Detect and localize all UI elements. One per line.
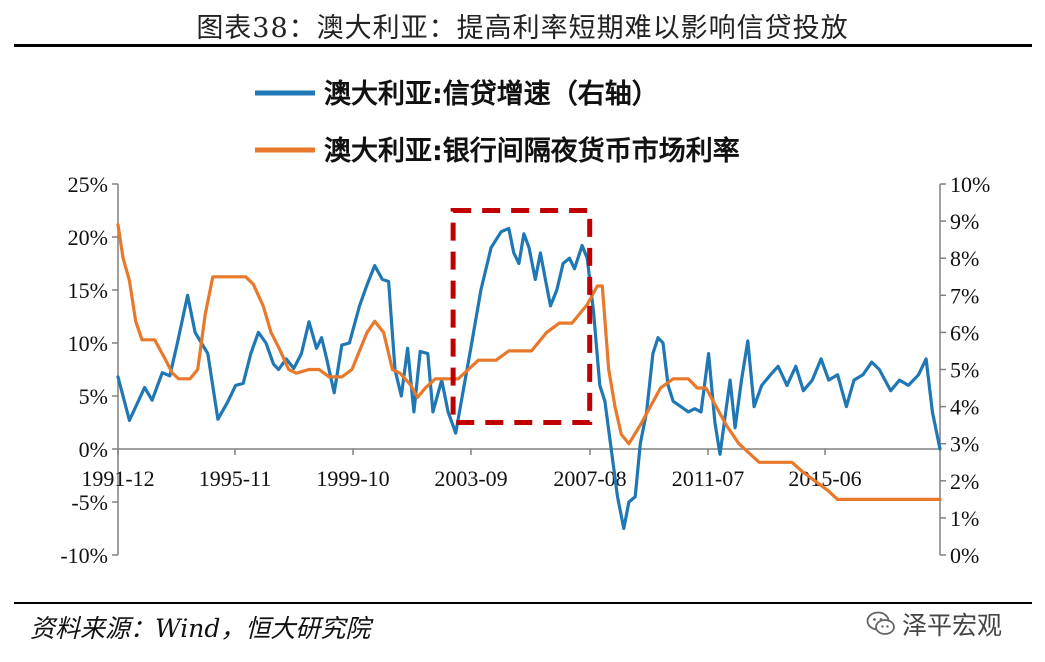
left-tick-label: -10% xyxy=(60,543,108,568)
right-tick-label: 2% xyxy=(950,469,979,494)
right-tick-label: 6% xyxy=(950,320,979,345)
highlight-box xyxy=(450,208,593,425)
x-tick-label: 1995-11 xyxy=(199,466,272,491)
right-tick-label: 9% xyxy=(950,209,979,234)
left-tick-label: 15% xyxy=(68,278,108,303)
x-tick-label: 2011-07 xyxy=(672,466,745,491)
right-tick-label: 5% xyxy=(950,358,979,383)
chart: 澳大利亚:信贷增速（右轴） 澳大利亚:银行间隔夜货币市场利率 -10% -5% 0%… xyxy=(60,78,990,568)
right-tick-label: 1% xyxy=(950,506,979,531)
source-note: 资料来源：Wind，恒大研究院 xyxy=(30,614,371,643)
left-tick-label: 0% xyxy=(79,437,108,462)
left-tick-label: -5% xyxy=(71,490,108,515)
watermark-text: 泽平宏观 xyxy=(902,611,1003,640)
footer-rule xyxy=(14,602,1032,604)
legend-label-credit: 澳大利亚:信贷增速（右轴） xyxy=(324,78,659,110)
x-tick-label: 2003-09 xyxy=(434,466,507,491)
left-tick-label: 5% xyxy=(79,384,108,409)
axes: -10% -5% 0% 5% 10% 15% 20% 25% 0% 1% 2% 3% 4% 5% 6% 7% 8… xyxy=(60,172,990,568)
right-tick-label: 0% xyxy=(950,543,979,568)
left-tick-label: 10% xyxy=(68,331,108,356)
right-tick-label: 4% xyxy=(950,395,979,420)
left-tick-label: 25% xyxy=(68,172,108,197)
x-tick-label: 1991-12 xyxy=(81,466,154,491)
watermark: 泽平宏观 xyxy=(866,606,1002,642)
right-tick-label: 3% xyxy=(950,432,979,457)
title-rule xyxy=(14,44,1032,47)
legend-label-rate: 澳大利亚:银行间隔夜货币市场利率 xyxy=(324,135,740,167)
right-tick-label: 8% xyxy=(950,246,979,271)
right-tick-label: 10% xyxy=(950,172,990,197)
chart-title: 图表38：澳大利亚：提高利率短期难以影响信贷投放 xyxy=(196,13,849,44)
interbank-rate-line xyxy=(116,223,942,501)
plot-area xyxy=(116,208,942,531)
right-tick-label: 7% xyxy=(950,283,979,308)
left-tick-label: 20% xyxy=(68,225,108,250)
legend: 澳大利亚:信贷增速（右轴） 澳大利亚:银行间隔夜货币市场利率 xyxy=(255,78,740,167)
x-tick-label: 1999-10 xyxy=(316,466,389,491)
wechat-icon xyxy=(866,611,895,635)
